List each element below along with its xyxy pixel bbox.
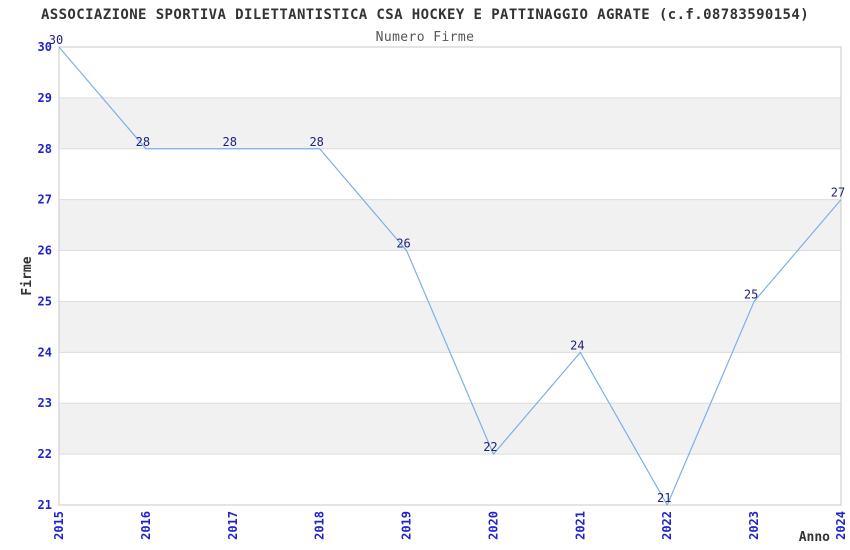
data-point-label: 21: [657, 491, 671, 505]
y-axis-tick-label: 27: [38, 193, 52, 207]
plot-band: [59, 403, 841, 455]
data-point-label: 30: [49, 33, 63, 47]
y-axis-tick-label: 30: [38, 40, 52, 54]
x-axis-title: Anno: [799, 530, 830, 545]
x-axis-tick-label: 2023: [747, 511, 761, 540]
y-axis-tick-label: 21: [38, 498, 52, 512]
x-axis-tick-label: 2022: [660, 511, 674, 540]
y-axis-title: Firme: [20, 256, 35, 295]
y-axis-tick-label: 28: [38, 142, 52, 156]
data-point-label: 24: [570, 338, 584, 352]
y-axis-tick-label: 24: [38, 345, 52, 359]
x-axis-tick-label: 2021: [573, 511, 587, 540]
data-point-label: 26: [396, 237, 410, 251]
x-axis-tick-label: 2017: [226, 511, 240, 540]
y-axis-tick-label: 26: [38, 244, 52, 258]
x-axis-tick-label: 2016: [139, 511, 153, 540]
plot-border: [58, 46, 842, 506]
plot-area: 30 28 28 28 26 22 24 21 25 27 21 22 23 24 25 26 27 28 29 30…: [38, 33, 848, 540]
data-point-label: 27: [831, 186, 845, 200]
data-point-label: 28: [309, 135, 323, 149]
plot-band: [59, 199, 841, 251]
data-point-label: 28: [223, 135, 237, 149]
chart-subtitle: Numero Firme: [376, 30, 475, 45]
series-line: [58, 46, 842, 506]
data-point-label: 25: [744, 287, 758, 301]
chart-title: ASSOCIAZIONE SPORTIVA DILETTANTISTICA CS…: [41, 7, 809, 23]
plot-band: [59, 301, 841, 353]
y-axis-tick-label: 23: [38, 396, 52, 410]
data-point-label: 22: [483, 440, 497, 454]
x-axis-tick-label: 2018: [313, 511, 327, 540]
x-axis-tick-label: 2015: [52, 511, 66, 540]
x-axis-tick-label: 2024: [834, 511, 848, 540]
y-axis-tick-label: 29: [38, 91, 52, 105]
y-axis-tick-label: 25: [38, 294, 52, 308]
y-axis-tick-label: 22: [38, 447, 52, 461]
x-axis-tick-label: 2020: [486, 511, 500, 540]
plot-band: [59, 97, 841, 149]
x-axis-tick-label: 2019: [400, 511, 414, 540]
data-point-label: 28: [136, 135, 150, 149]
